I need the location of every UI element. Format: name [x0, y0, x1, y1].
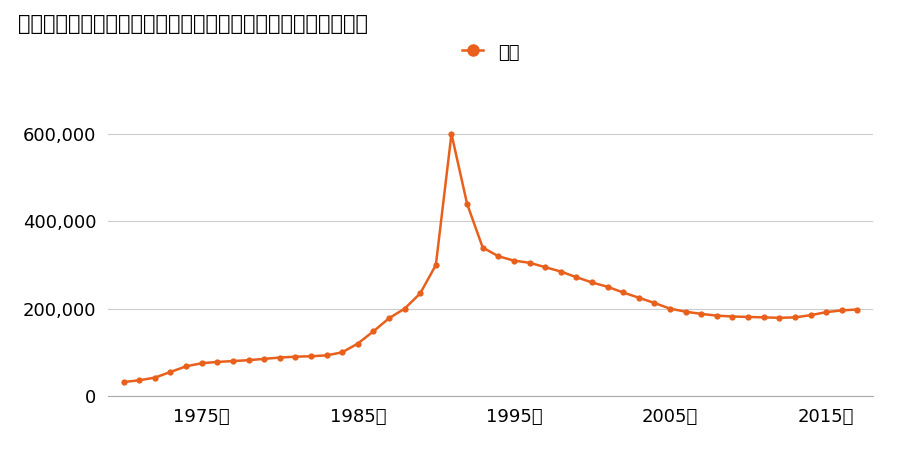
- 価格: [462, 201, 472, 207]
- 価格: [446, 131, 457, 137]
- 価格: [587, 280, 598, 285]
- 価格: [212, 359, 222, 364]
- 価格: [118, 379, 129, 385]
- 価格: [571, 274, 581, 280]
- 価格: [649, 300, 660, 306]
- 価格: [430, 262, 441, 268]
- 価格: [696, 311, 706, 317]
- Legend: 価格: 価格: [462, 43, 519, 62]
- 価格: [149, 375, 160, 380]
- 価格: [353, 341, 364, 346]
- 価格: [524, 260, 535, 265]
- Line: 価格: 価格: [121, 131, 860, 385]
- 価格: [680, 309, 691, 315]
- 価格: [493, 253, 504, 259]
- 価格: [602, 284, 613, 289]
- 価格: [712, 313, 723, 318]
- 価格: [508, 258, 519, 263]
- 価格: [228, 358, 238, 364]
- 価格: [821, 310, 832, 315]
- 価格: [258, 356, 269, 362]
- 価格: [806, 312, 816, 318]
- 価格: [337, 350, 347, 355]
- 価格: [274, 355, 285, 360]
- 価格: [165, 369, 176, 375]
- 価格: [321, 353, 332, 358]
- 価格: [368, 328, 379, 334]
- 価格: [836, 308, 847, 313]
- 価格: [477, 245, 488, 250]
- 価格: [134, 378, 145, 383]
- 価格: [540, 265, 551, 270]
- 価格: [306, 354, 317, 359]
- 価格: [555, 269, 566, 274]
- 価格: [196, 360, 207, 366]
- 価格: [383, 315, 394, 321]
- 価格: [181, 364, 192, 369]
- 価格: [243, 357, 254, 363]
- 価格: [852, 307, 863, 312]
- 価格: [400, 306, 410, 311]
- 価格: [789, 315, 800, 320]
- 価格: [664, 306, 675, 311]
- 価格: [415, 291, 426, 296]
- 価格: [759, 315, 769, 320]
- 価格: [742, 314, 753, 319]
- 価格: [634, 295, 644, 301]
- 価格: [774, 315, 785, 320]
- 価格: [290, 354, 301, 360]
- 価格: [727, 314, 738, 319]
- Text: 京都府乙訓郡向日町大字鶏冠井小字稲葉２５番１０の地価推移: 京都府乙訓郡向日町大字鶏冠井小字稲葉２５番１０の地価推移: [18, 14, 368, 33]
- 価格: [617, 290, 628, 295]
